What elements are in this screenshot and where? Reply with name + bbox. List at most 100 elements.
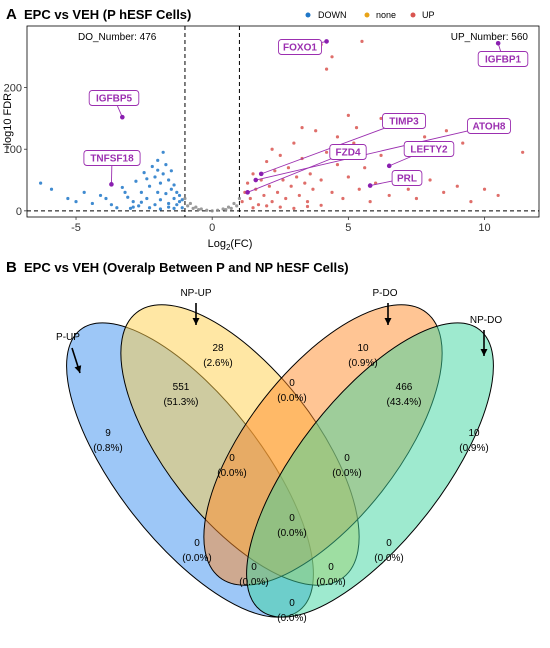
point-up — [265, 159, 269, 164]
point-down — [150, 164, 154, 169]
point-up — [379, 116, 383, 121]
point-down — [156, 168, 160, 172]
point-down — [169, 187, 173, 191]
panel-a-title: EPC vs VEH (P hESF Cells) — [24, 7, 191, 22]
legend-up-label: UP — [422, 10, 435, 20]
annotated-point — [245, 190, 250, 195]
venn-region-percent: (0.8%) — [93, 443, 122, 454]
point-up — [305, 204, 310, 209]
point-up — [311, 187, 315, 191]
point-none — [188, 201, 193, 206]
annotated-point — [258, 171, 264, 177]
venn-set-arrowhead — [74, 365, 82, 373]
point-up — [335, 163, 340, 167]
venn-region-count: 0 — [344, 453, 350, 464]
point-down — [175, 190, 179, 194]
venn-region-count: 0 — [251, 562, 257, 573]
point-up — [284, 196, 288, 201]
point-none — [186, 204, 190, 208]
venn-region-percent: (0.0%) — [277, 528, 306, 539]
point-up — [275, 190, 280, 194]
point-down — [147, 206, 152, 210]
legend-up-swatch — [410, 12, 416, 18]
point-none — [229, 206, 233, 210]
point-down — [139, 200, 143, 204]
point-up — [346, 113, 350, 117]
venn-region-count: 0 — [194, 538, 200, 549]
point-down — [161, 150, 165, 154]
point-up — [319, 178, 323, 182]
point-up — [469, 199, 473, 204]
point-up — [265, 204, 269, 208]
gene-label-box — [403, 141, 455, 157]
legend-none-label: none — [376, 10, 396, 20]
annotated-point — [109, 182, 114, 187]
gene-label-foxo1: FOXO1 — [283, 43, 317, 54]
point-up — [270, 147, 274, 151]
venn-region-percent: (0.0%) — [239, 577, 268, 588]
point-none — [226, 205, 231, 209]
point-up — [273, 169, 277, 173]
point-down — [134, 179, 138, 183]
point-up — [363, 166, 367, 170]
point-none — [199, 207, 203, 211]
legend: DOWN none UP — [305, 10, 435, 20]
point-up — [521, 150, 525, 154]
point-down — [180, 206, 184, 210]
point-down — [172, 206, 176, 210]
gene-label-box — [83, 150, 141, 166]
venn-region-percent: (43.4%) — [386, 397, 421, 408]
point-down — [39, 181, 43, 185]
point-up — [482, 187, 487, 191]
gene-annotations: FOXO1 IGFBP1 IGFBP5 TNFSF18 TIMP3 ATOH8 FZD4 LE… — [83, 39, 529, 195]
point-up — [442, 190, 446, 194]
y-tick-label: 200 — [4, 83, 22, 95]
gene-label-box — [382, 113, 426, 129]
point-down — [158, 181, 163, 185]
point-down — [128, 206, 133, 210]
gene-label-box — [391, 170, 423, 186]
point-down — [123, 190, 127, 194]
point-down — [172, 196, 176, 201]
gene-label-igfbp5: IGFBP5 — [96, 94, 133, 105]
point-down — [120, 185, 124, 190]
venn-region-count: 0 — [289, 513, 295, 524]
x-axis: -5 0 5 10 — [71, 217, 491, 234]
legend-none-swatch — [364, 12, 370, 18]
point-down — [153, 175, 157, 179]
venn-set-label-np-do: NP-DO — [470, 315, 502, 326]
venn-region-percent: (0.9%) — [459, 443, 488, 454]
point-none — [196, 208, 201, 212]
point-down — [175, 203, 179, 207]
point-up — [256, 203, 261, 207]
point-up — [379, 153, 383, 157]
point-up — [289, 184, 293, 188]
gene-label-fzd4: FZD4 — [336, 148, 361, 159]
point-up — [292, 206, 296, 210]
venn-region-count: 551 — [173, 382, 190, 393]
point-down — [98, 193, 103, 198]
point-up — [295, 175, 299, 179]
point-up — [297, 193, 301, 198]
annotated-point — [120, 114, 125, 120]
venn-region-percent: (0.0%) — [182, 553, 211, 564]
point-up — [428, 178, 432, 182]
point-none — [191, 206, 195, 210]
point-up — [278, 205, 282, 209]
point-down — [131, 199, 135, 204]
gene-label-box — [88, 90, 140, 106]
venn-region-percent: (0.0%) — [277, 613, 306, 624]
point-none — [237, 196, 242, 201]
point-up — [270, 199, 274, 204]
x-tick-label: 5 — [345, 222, 351, 234]
point-none — [221, 207, 225, 211]
y-axis-title: -log10 FDR — [2, 93, 14, 149]
point-up — [360, 39, 364, 44]
point-down — [104, 196, 108, 201]
venn-region-percent: (2.6%) — [203, 358, 232, 369]
gene-label-box — [329, 144, 367, 160]
venn-set-arrowhead — [480, 349, 488, 356]
point-up — [251, 206, 255, 210]
point-up — [406, 187, 410, 191]
point-down — [180, 198, 184, 202]
